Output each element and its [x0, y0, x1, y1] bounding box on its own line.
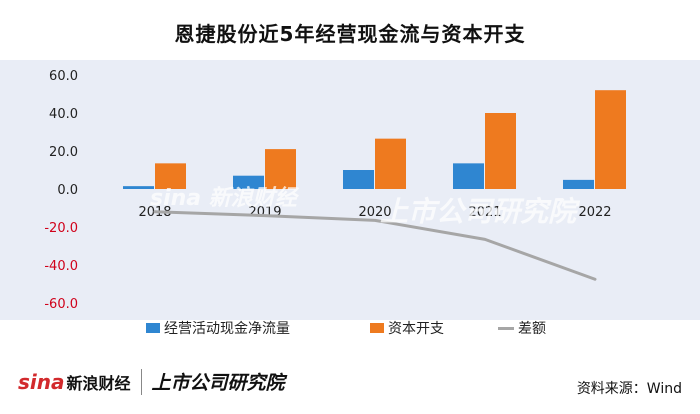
bar-cashflow	[453, 163, 484, 189]
bar-cashflow	[233, 175, 264, 189]
bar-cashflow	[123, 186, 154, 189]
legend-label-cashflow: 经营活动现金净流量	[164, 321, 290, 337]
y-tick-label: 40.0	[49, 107, 78, 122]
x-tick-label: 2021	[468, 205, 501, 220]
legend-swatch-capex	[370, 323, 384, 333]
legend-item-cashflow: 经营活动现金净流量	[146, 318, 290, 338]
institute-name: 上市公司研究院	[151, 372, 285, 394]
bar-capex	[595, 90, 626, 189]
bar-capex	[485, 113, 516, 189]
plot-area: 60.0 40.0 20.0 0.0 -20.0 -40.0 -60.0 2018 2019 20…	[0, 60, 700, 320]
brand-divider	[140, 368, 142, 395]
source-note: 资料来源：Wind	[576, 381, 682, 397]
x-tick-label: 2020	[358, 205, 391, 220]
y-tick-label: -40.0	[44, 259, 78, 274]
legend-label-difference: 差额	[518, 321, 546, 337]
bar-capex	[155, 163, 186, 189]
x-tick-label: 2022	[578, 205, 611, 220]
legend-label-capex: 资本开支	[388, 321, 444, 337]
difference-line	[153, 210, 597, 281]
sina-logo: sina	[18, 369, 65, 394]
y-tick-label: 20.0	[49, 145, 78, 160]
chart-title: 恩捷股份近5年经营现金流与资本开支	[174, 22, 526, 46]
legend-item-difference: 差额	[498, 318, 546, 338]
legend-item-capex: 资本开支	[370, 318, 444, 338]
y-tick-label: 60.0	[49, 69, 78, 84]
institute-watermark: 上市公司研究院	[380, 195, 577, 228]
legend-swatch-cashflow	[146, 323, 160, 333]
legend-swatch-difference	[498, 326, 514, 330]
y-tick-label: -20.0	[44, 221, 78, 236]
sina-brand-name: 新浪财经	[66, 373, 131, 393]
brand: sina 新浪财经 上市公司研究院	[18, 368, 285, 395]
bar-cashflow	[563, 179, 594, 189]
bar-capex	[375, 138, 406, 189]
footer: sina 新浪财经 上市公司研究院 资料来源：Wind	[0, 360, 700, 414]
bar-capex	[265, 149, 296, 189]
bar-cashflow	[343, 170, 374, 189]
sina-watermark: sina 新浪财经	[150, 186, 297, 211]
legend: 经营活动现金净流量 资本开支 差额	[0, 318, 700, 340]
y-tick-label: -60.0	[44, 297, 78, 312]
y-tick-label: 0.0	[57, 183, 78, 198]
